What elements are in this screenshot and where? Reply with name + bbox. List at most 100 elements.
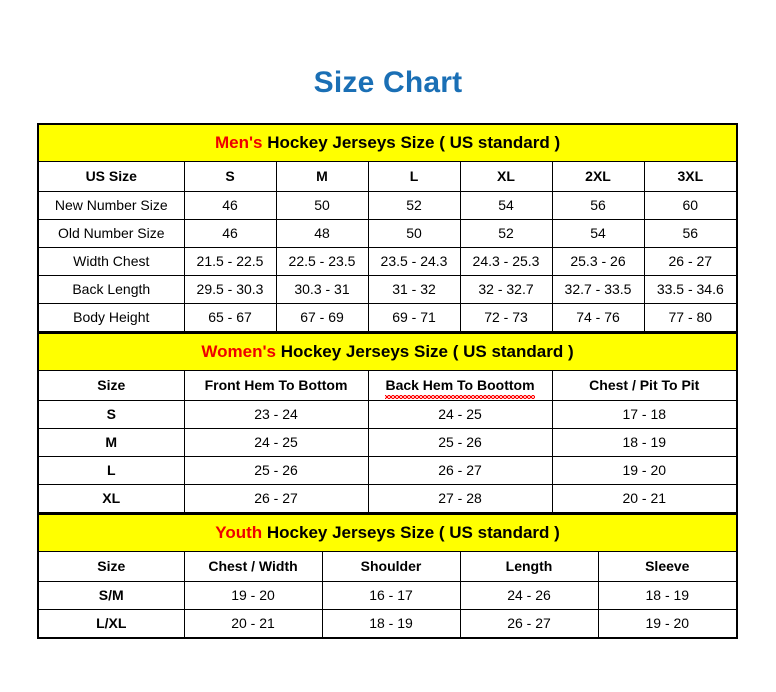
womens-col-header-2-text: Back Hem To Boottom: [385, 371, 535, 400]
mens-cell-0-2: 52: [367, 191, 461, 220]
mens-col-header-3: L: [367, 161, 461, 192]
youth-col-header-2: Shoulder: [321, 551, 461, 582]
womens-cell-0-1: 24 - 25: [367, 400, 553, 429]
mens-cell-3-3: 32 - 32.7: [459, 275, 553, 304]
womens-col-header-1: Front Hem To Bottom: [183, 370, 369, 401]
womens-cell-0-2: 17 - 18: [551, 400, 738, 429]
mens-cell-4-5: 77 - 80: [643, 303, 738, 332]
womens-row-label-1: M: [37, 428, 185, 457]
mens-banner-rest: Hockey Jerseys Size ( US standard ): [262, 133, 561, 152]
mens-row-label-2: Width Chest: [37, 247, 185, 276]
mens-row-label-0: New Number Size: [37, 191, 185, 220]
mens-column-header-row: US Size S M L XL 2XL 3XL: [37, 161, 738, 192]
youth-banner-accent: Youth: [215, 523, 263, 542]
mens-cell-1-0: 46: [183, 219, 277, 248]
table-row: New Number Size 46 50 52 54 56 60: [37, 191, 738, 220]
mens-cell-4-1: 67 - 69: [275, 303, 369, 332]
womens-column-header-row: Size Front Hem To Bottom Back Hem To Boo…: [37, 370, 738, 401]
womens-cell-2-0: 25 - 26: [183, 456, 369, 485]
mens-cell-3-1: 30.3 - 31: [275, 275, 369, 304]
mens-cell-3-2: 31 - 32: [367, 275, 461, 304]
table-row: Width Chest 21.5 - 22.5 22.5 - 23.5 23.5…: [37, 247, 738, 276]
mens-col-header-0: US Size: [37, 161, 185, 192]
youth-cell-0-3: 18 - 19: [597, 581, 738, 610]
womens-size-table: Women's Hockey Jerseys Size ( US standar…: [37, 332, 739, 513]
youth-row-label-0: S/M: [37, 581, 185, 610]
table-row: XL 26 - 27 27 - 28 20 - 21: [37, 484, 738, 513]
womens-cell-2-1: 26 - 27: [367, 456, 553, 485]
mens-cell-2-5: 26 - 27: [643, 247, 738, 276]
table-row: M 24 - 25 25 - 26 18 - 19: [37, 428, 738, 457]
mens-cell-4-3: 72 - 73: [459, 303, 553, 332]
womens-cell-3-1: 27 - 28: [367, 484, 553, 513]
mens-row-label-4: Body Height: [37, 303, 185, 332]
table-row: S/M 19 - 20 16 - 17 24 - 26 18 - 19: [37, 581, 738, 610]
mens-col-header-5: 2XL: [551, 161, 645, 192]
size-tables-container: Men's Hockey Jerseys Size ( US standard …: [37, 123, 739, 639]
youth-row-label-1: L/XL: [37, 609, 185, 639]
mens-cell-3-0: 29.5 - 30.3: [183, 275, 277, 304]
mens-col-header-1: S: [183, 161, 277, 192]
youth-cell-0-0: 19 - 20: [183, 581, 323, 610]
youth-banner-rest: Hockey Jerseys Size ( US standard ): [262, 523, 560, 542]
mens-cell-2-0: 21.5 - 22.5: [183, 247, 277, 276]
womens-cell-2-2: 19 - 20: [551, 456, 738, 485]
mens-row-label-3: Back Length: [37, 275, 185, 304]
mens-col-header-2: M: [275, 161, 369, 192]
mens-cell-2-4: 25.3 - 26: [551, 247, 645, 276]
womens-banner-rest: Hockey Jerseys Size ( US standard ): [275, 342, 574, 361]
mens-cell-4-4: 74 - 76: [551, 303, 645, 332]
mens-cell-2-3: 24.3 - 25.3: [459, 247, 553, 276]
mens-section-banner: Men's Hockey Jerseys Size ( US standard …: [38, 123, 738, 162]
table-row: Body Height 65 - 67 67 - 69 69 - 71 72 -…: [37, 303, 738, 332]
youth-cell-1-2: 26 - 27: [459, 609, 599, 639]
mens-cell-0-5: 60: [643, 191, 738, 220]
youth-col-header-3: Length: [459, 551, 599, 582]
mens-cell-3-5: 33.5 - 34.6: [643, 275, 738, 304]
mens-cell-4-2: 69 - 71: [367, 303, 461, 332]
womens-cell-1-1: 25 - 26: [367, 428, 553, 457]
mens-cell-1-2: 50: [367, 219, 461, 248]
womens-cell-1-0: 24 - 25: [183, 428, 369, 457]
youth-cell-0-1: 16 - 17: [321, 581, 461, 610]
mens-cell-1-1: 48: [275, 219, 369, 248]
womens-cell-1-2: 18 - 19: [551, 428, 738, 457]
youth-column-header-row: Size Chest / Width Shoulder Length Sleev…: [37, 551, 738, 582]
mens-banner-cell: Men's Hockey Jerseys Size ( US standard …: [38, 123, 738, 162]
womens-row-label-3: XL: [37, 484, 185, 513]
womens-cell-3-0: 26 - 27: [183, 484, 369, 513]
table-row: L/XL 20 - 21 18 - 19 26 - 27 19 - 20: [37, 609, 738, 639]
youth-cell-1-0: 20 - 21: [183, 609, 323, 639]
youth-banner-cell: Youth Hockey Jerseys Size ( US standard …: [38, 513, 738, 552]
womens-banner-accent: Women's: [201, 342, 276, 361]
mens-cell-3-4: 32.7 - 33.5: [551, 275, 645, 304]
womens-cell-3-2: 20 - 21: [551, 484, 738, 513]
mens-cell-1-4: 54: [551, 219, 645, 248]
womens-col-header-2: Back Hem To Boottom: [367, 370, 553, 401]
youth-col-header-0: Size: [37, 551, 185, 582]
table-row: S 23 - 24 24 - 25 17 - 18: [37, 400, 738, 429]
youth-cell-0-2: 24 - 26: [459, 581, 599, 610]
youth-cell-1-3: 19 - 20: [597, 609, 738, 639]
page-title: Size Chart: [313, 66, 463, 99]
womens-section-banner: Women's Hockey Jerseys Size ( US standar…: [38, 332, 738, 371]
mens-cell-0-4: 56: [551, 191, 645, 220]
womens-row-label-0: S: [37, 400, 185, 429]
mens-cell-2-2: 23.5 - 24.3: [367, 247, 461, 276]
mens-cell-1-3: 52: [459, 219, 553, 248]
mens-col-header-4: XL: [459, 161, 553, 192]
womens-banner-cell: Women's Hockey Jerseys Size ( US standar…: [38, 332, 738, 371]
womens-cell-0-0: 23 - 24: [183, 400, 369, 429]
youth-col-header-4: Sleeve: [597, 551, 738, 582]
table-row: Back Length 29.5 - 30.3 30.3 - 31 31 - 3…: [37, 275, 738, 304]
mens-cell-0-0: 46: [183, 191, 277, 220]
womens-col-header-0: Size: [37, 370, 185, 401]
youth-cell-1-1: 18 - 19: [321, 609, 461, 639]
table-row: L 25 - 26 26 - 27 19 - 20: [37, 456, 738, 485]
table-row: Old Number Size 46 48 50 52 54 56: [37, 219, 738, 248]
youth-size-table: Youth Hockey Jerseys Size ( US standard …: [37, 513, 739, 639]
mens-col-header-6: 3XL: [643, 161, 738, 192]
womens-col-header-3: Chest / Pit To Pit: [551, 370, 738, 401]
mens-cell-1-5: 56: [643, 219, 738, 248]
